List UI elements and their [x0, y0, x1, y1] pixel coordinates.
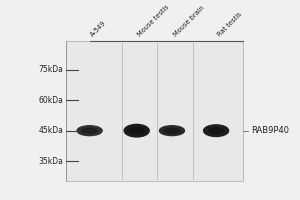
Ellipse shape	[77, 126, 102, 136]
FancyBboxPatch shape	[66, 41, 242, 181]
Text: 60kDa: 60kDa	[38, 96, 63, 105]
Ellipse shape	[165, 128, 179, 133]
Ellipse shape	[160, 126, 184, 136]
Text: Mouse brain: Mouse brain	[172, 5, 205, 38]
Text: 35kDa: 35kDa	[38, 157, 63, 166]
Ellipse shape	[124, 124, 149, 137]
Text: 45kDa: 45kDa	[38, 126, 63, 135]
Text: 75kDa: 75kDa	[38, 65, 63, 74]
Ellipse shape	[209, 128, 224, 134]
Ellipse shape	[204, 125, 229, 136]
Ellipse shape	[129, 128, 144, 134]
Text: A-549: A-549	[90, 20, 108, 38]
Text: Mouse testis: Mouse testis	[137, 4, 170, 38]
Text: RAB9P40: RAB9P40	[251, 126, 290, 135]
Text: Rat testis: Rat testis	[216, 11, 243, 38]
Ellipse shape	[82, 128, 97, 133]
